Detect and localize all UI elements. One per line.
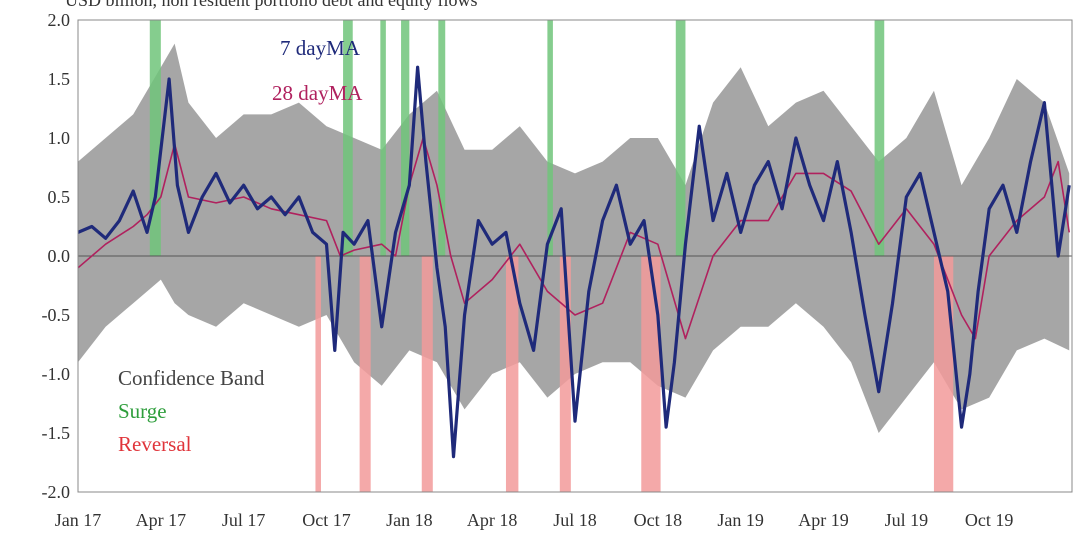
y-tick-label: -2.0 <box>42 482 71 502</box>
x-axis-ticks: Jan 17 Apr 17 Jul 17 Oct 17 Jan 18 Apr 18 Jul … <box>55 510 1014 530</box>
surge-bar-7 <box>874 20 885 256</box>
x-tick-label: Apr 19 <box>798 510 849 530</box>
reversal-bar-5 <box>641 256 661 492</box>
x-tick-label: Apr 18 <box>467 510 518 530</box>
x-tick-label: Apr 17 <box>136 510 187 530</box>
reversal-bar-0 <box>315 256 321 492</box>
reversal-bar-4 <box>559 256 571 492</box>
plot-frame <box>77 19 1073 493</box>
surge-bar-6 <box>675 20 686 256</box>
x-tick-label: Jan 17 <box>55 510 102 530</box>
y-tick-label: -0.5 <box>42 305 71 325</box>
y-axis-ticks: 2.0 1.5 1.0 0.5 0.0 -0.5 -1.0 -1.5 -2.0 <box>42 10 71 502</box>
legend-28day: 28 dayMA <box>272 81 363 105</box>
y-tick-label: -1.0 <box>42 364 71 384</box>
surge-bar-0 <box>149 20 161 256</box>
series-line-7day <box>77 65 1071 459</box>
series-lines-layer <box>77 65 1071 459</box>
x-tick-label: Jul 19 <box>885 510 929 530</box>
chart-subtitle: USD billion, non resident portfolio debt… <box>65 0 477 10</box>
confidence-band-layer <box>78 43 1070 433</box>
reversal-bar-3 <box>505 256 519 492</box>
surge-bar-3 <box>401 20 410 256</box>
surge-bar-1 <box>343 20 353 256</box>
period-bars-layer <box>149 20 954 492</box>
legend-7day: 7 dayMA <box>280 36 361 60</box>
reversal-bar-6 <box>933 256 954 492</box>
surge-bar-5 <box>547 20 553 256</box>
reversal-bar-2 <box>421 256 433 492</box>
legend-reversal: Reversal <box>118 432 192 456</box>
x-tick-label: Jan 19 <box>717 510 764 530</box>
x-tick-label: Oct 19 <box>965 510 1014 530</box>
y-tick-label: 0.0 <box>48 246 71 266</box>
confidence-band-area <box>78 43 1070 433</box>
surge-bar-2 <box>380 20 386 256</box>
legend-confidence-band: Confidence Band <box>118 366 265 390</box>
x-tick-label: Oct 17 <box>302 510 351 530</box>
legend-surge: Surge <box>118 399 167 423</box>
x-tick-label: Oct 18 <box>634 510 683 530</box>
y-tick-label: 1.5 <box>48 69 71 89</box>
y-tick-label: 2.0 <box>48 10 71 30</box>
y-tick-label: -1.5 <box>42 423 71 443</box>
y-tick-label: 0.5 <box>48 187 71 207</box>
y-tick-label: 1.0 <box>48 128 71 148</box>
x-tick-label: Jul 18 <box>553 510 597 530</box>
x-tick-label: Jul 17 <box>222 510 266 530</box>
reversal-bar-1 <box>359 256 371 492</box>
x-tick-label: Jan 18 <box>386 510 433 530</box>
surge-bar-4 <box>438 20 446 256</box>
